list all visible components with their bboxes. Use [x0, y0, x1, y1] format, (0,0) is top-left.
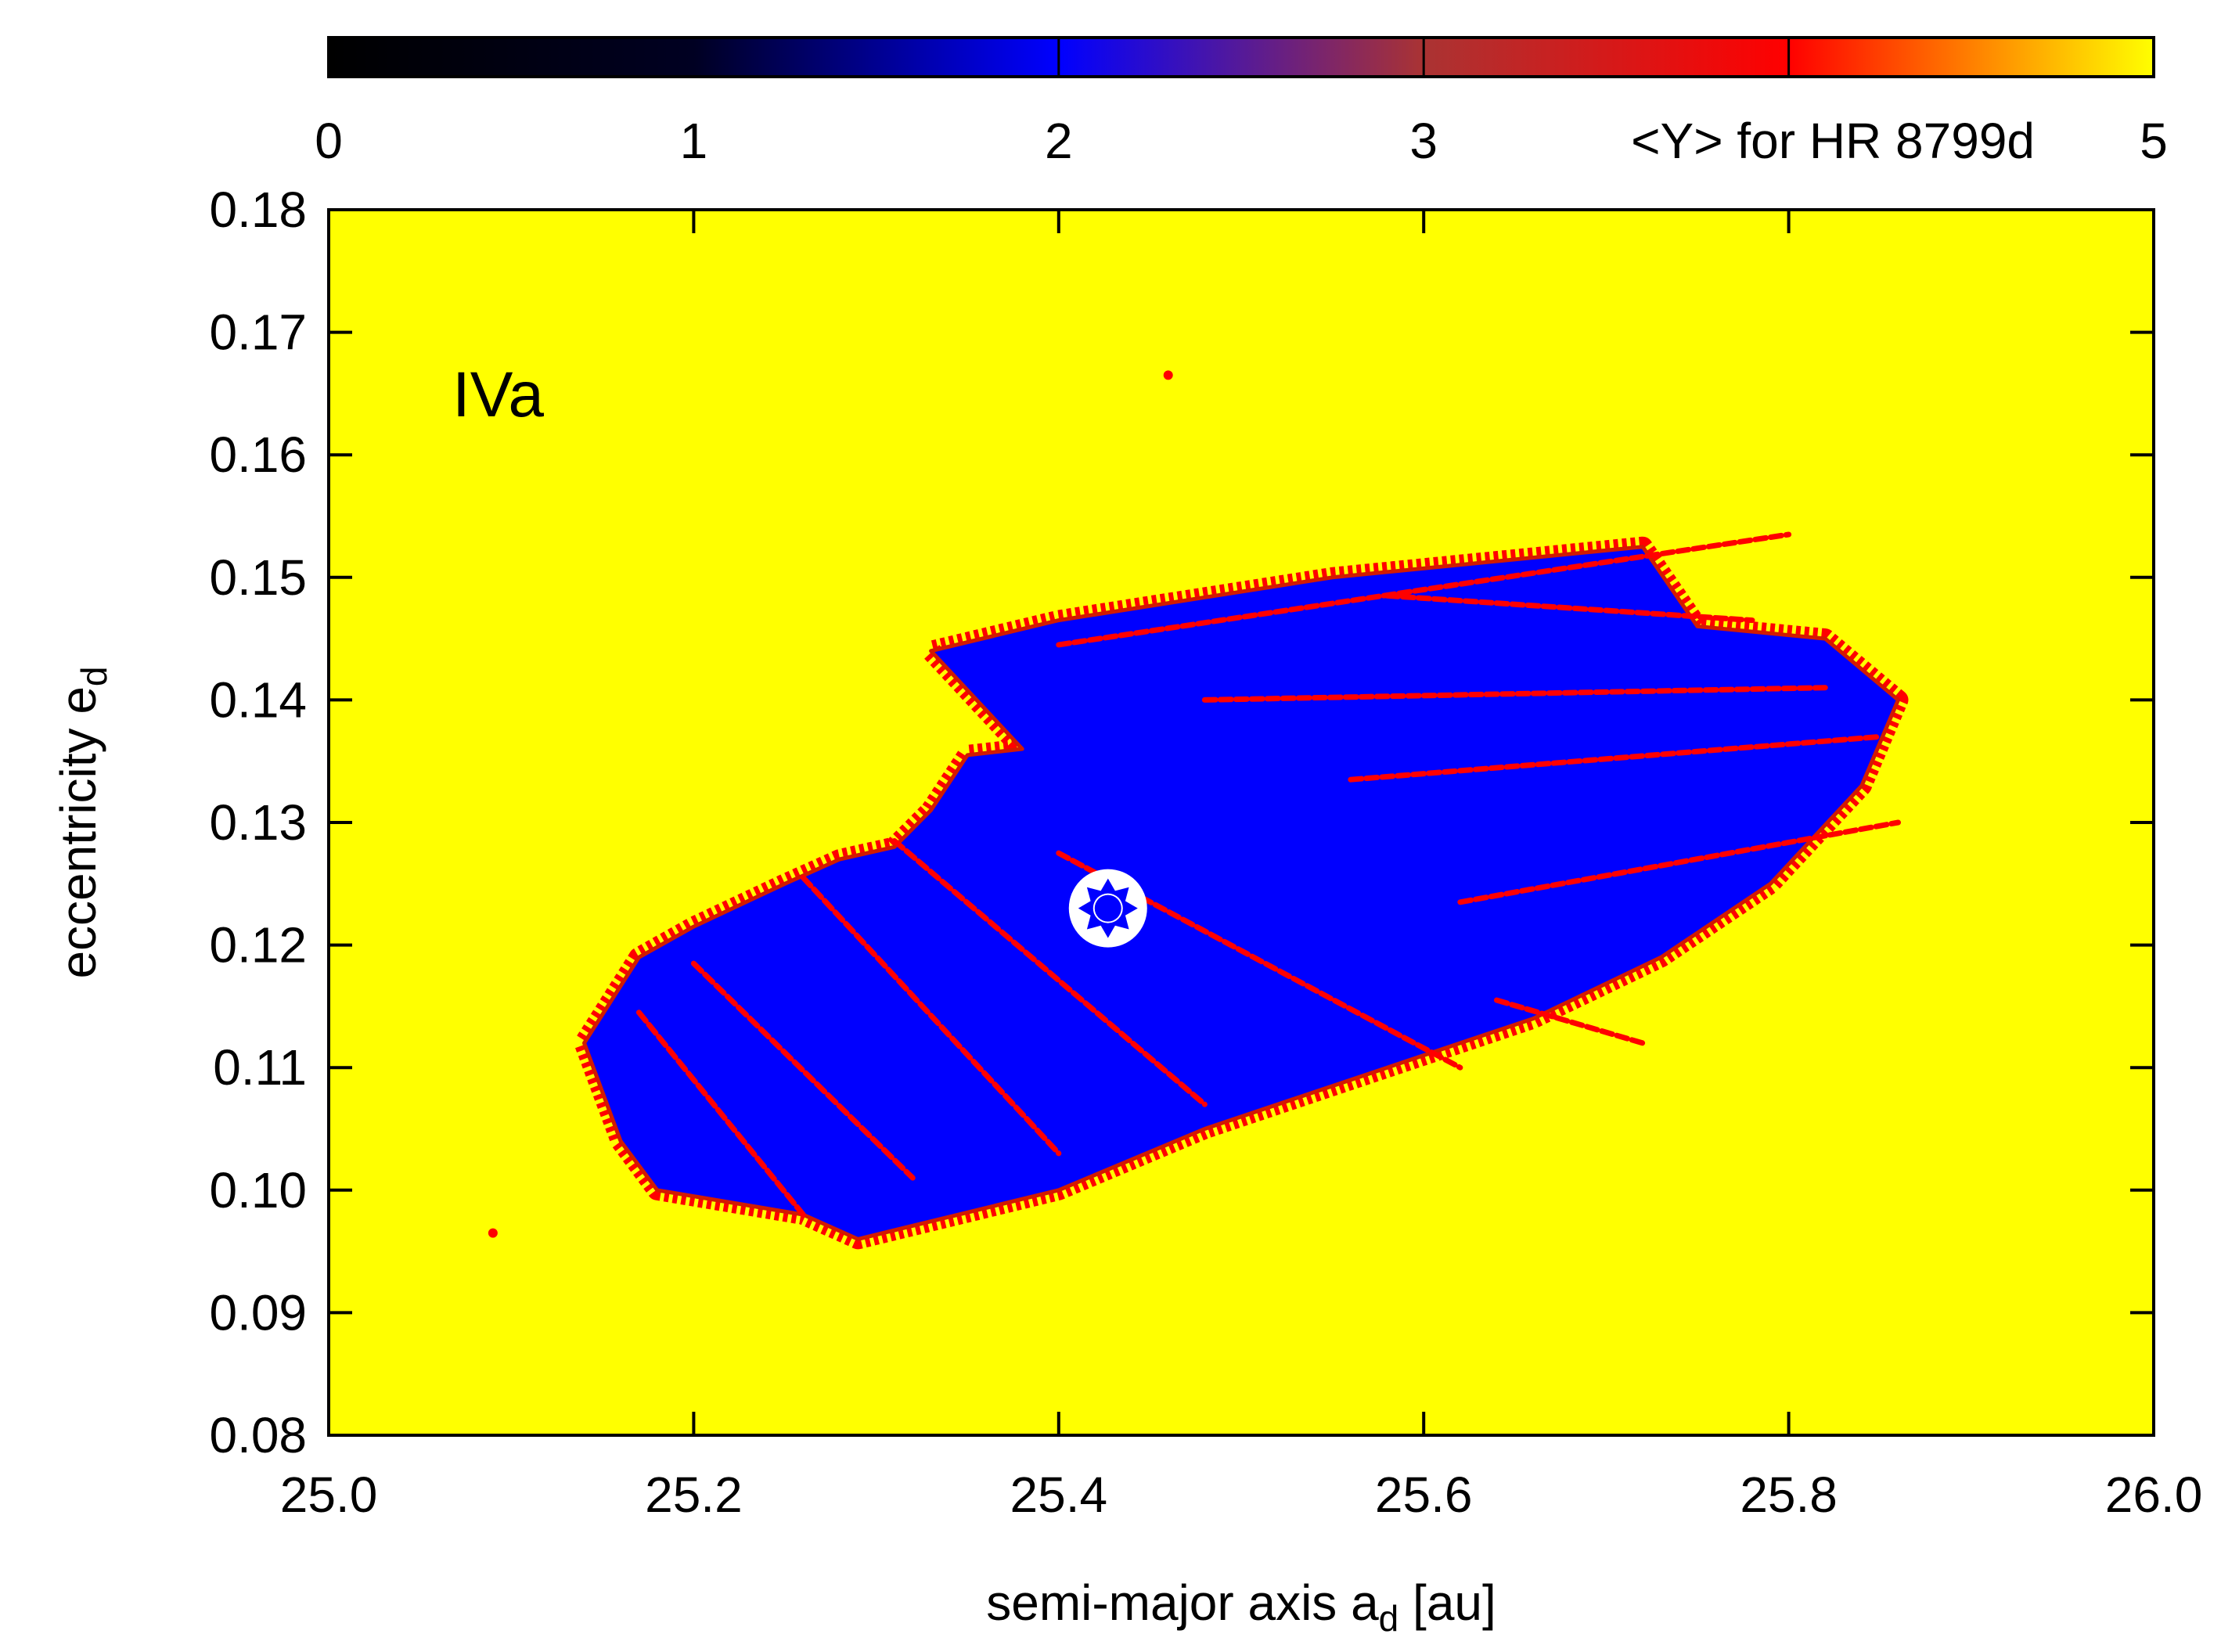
marker-core: [1094, 894, 1121, 922]
y-tick-label: 0.16: [209, 426, 307, 483]
colorbar-tick-label: 1: [680, 113, 708, 169]
x-tick-label: 25.6: [1375, 1467, 1473, 1523]
colorbar-tick-label: 0: [315, 113, 343, 169]
y-tick-label: 0.15: [209, 549, 307, 606]
chaotic-streak: [1348, 733, 1883, 783]
x-axis-title-unit: [au]: [1398, 1575, 1496, 1631]
chaotic-streak: [1201, 685, 1828, 703]
panel-label: IVa: [452, 359, 544, 430]
x-tick-label: 25.4: [1010, 1467, 1108, 1523]
chaotic-streak: [1384, 592, 1755, 624]
y-tick-label: 0.10: [209, 1162, 307, 1218]
colorbar-tick-label: 5: [2140, 113, 2168, 169]
plot-frame: [327, 208, 2155, 1437]
x-tick-label: 25.8: [1740, 1467, 1838, 1523]
x-tick-label: 25.0: [280, 1467, 378, 1523]
colorbar-tick-label: 3: [1409, 113, 1438, 169]
y-tick-label: 0.12: [209, 917, 307, 974]
x-axis-title-sub: d: [1379, 1598, 1399, 1639]
y-tick-label: 0.18: [209, 182, 307, 238]
colorbar-tick-label: 2: [1045, 113, 1073, 169]
y-axis-title-sub: d: [74, 666, 114, 686]
chaotic-streak: [1457, 819, 1902, 905]
chaotic-point: [1163, 370, 1173, 380]
y-tick-label: 0.14: [209, 671, 307, 728]
x-axis-title-main: semi-major axis a: [986, 1575, 1379, 1631]
chaotic-streak: [635, 1010, 806, 1218]
x-axis-title: semi-major axis ad [au]: [986, 1575, 1496, 1639]
y-tick-label: 0.09: [209, 1284, 307, 1341]
colorbar: 0 1 2 3 5 <Y> for HR 8799d: [315, 36, 2168, 169]
chaotic-streak: [1056, 531, 1792, 648]
x-tick-label: 26.0: [2105, 1467, 2203, 1523]
chaotic-streak: [891, 837, 1208, 1107]
y-axis-title: eccentricity ed: [50, 666, 114, 978]
stable-region: [582, 545, 1900, 1241]
chaotic-streak: [690, 960, 916, 1181]
colorbar-label: <Y> for HR 8799d: [1631, 113, 2035, 169]
y-axis-title-main: eccentricity e: [50, 686, 106, 978]
chaotic-point: [488, 1228, 498, 1238]
colorbar-frame: [327, 36, 2155, 78]
y-tick-label: 0.17: [209, 304, 307, 361]
chaotic-streak: [1493, 997, 1646, 1046]
nominal-solution-marker: [1068, 869, 1147, 948]
chaotic-streak: [800, 874, 1062, 1157]
y-tick-label: 0.11: [213, 1039, 307, 1096]
plot-area: 25.0 25.2 25.4 25.6 25.8 26.0 0.08 0.09 0.10 0.1…: [209, 182, 2202, 1523]
colorbar-gradient: [329, 38, 2154, 77]
y-tick-label: 0.08: [209, 1407, 307, 1463]
y-tick-label: 0.13: [209, 794, 307, 851]
x-tick-label: 25.2: [645, 1467, 743, 1523]
